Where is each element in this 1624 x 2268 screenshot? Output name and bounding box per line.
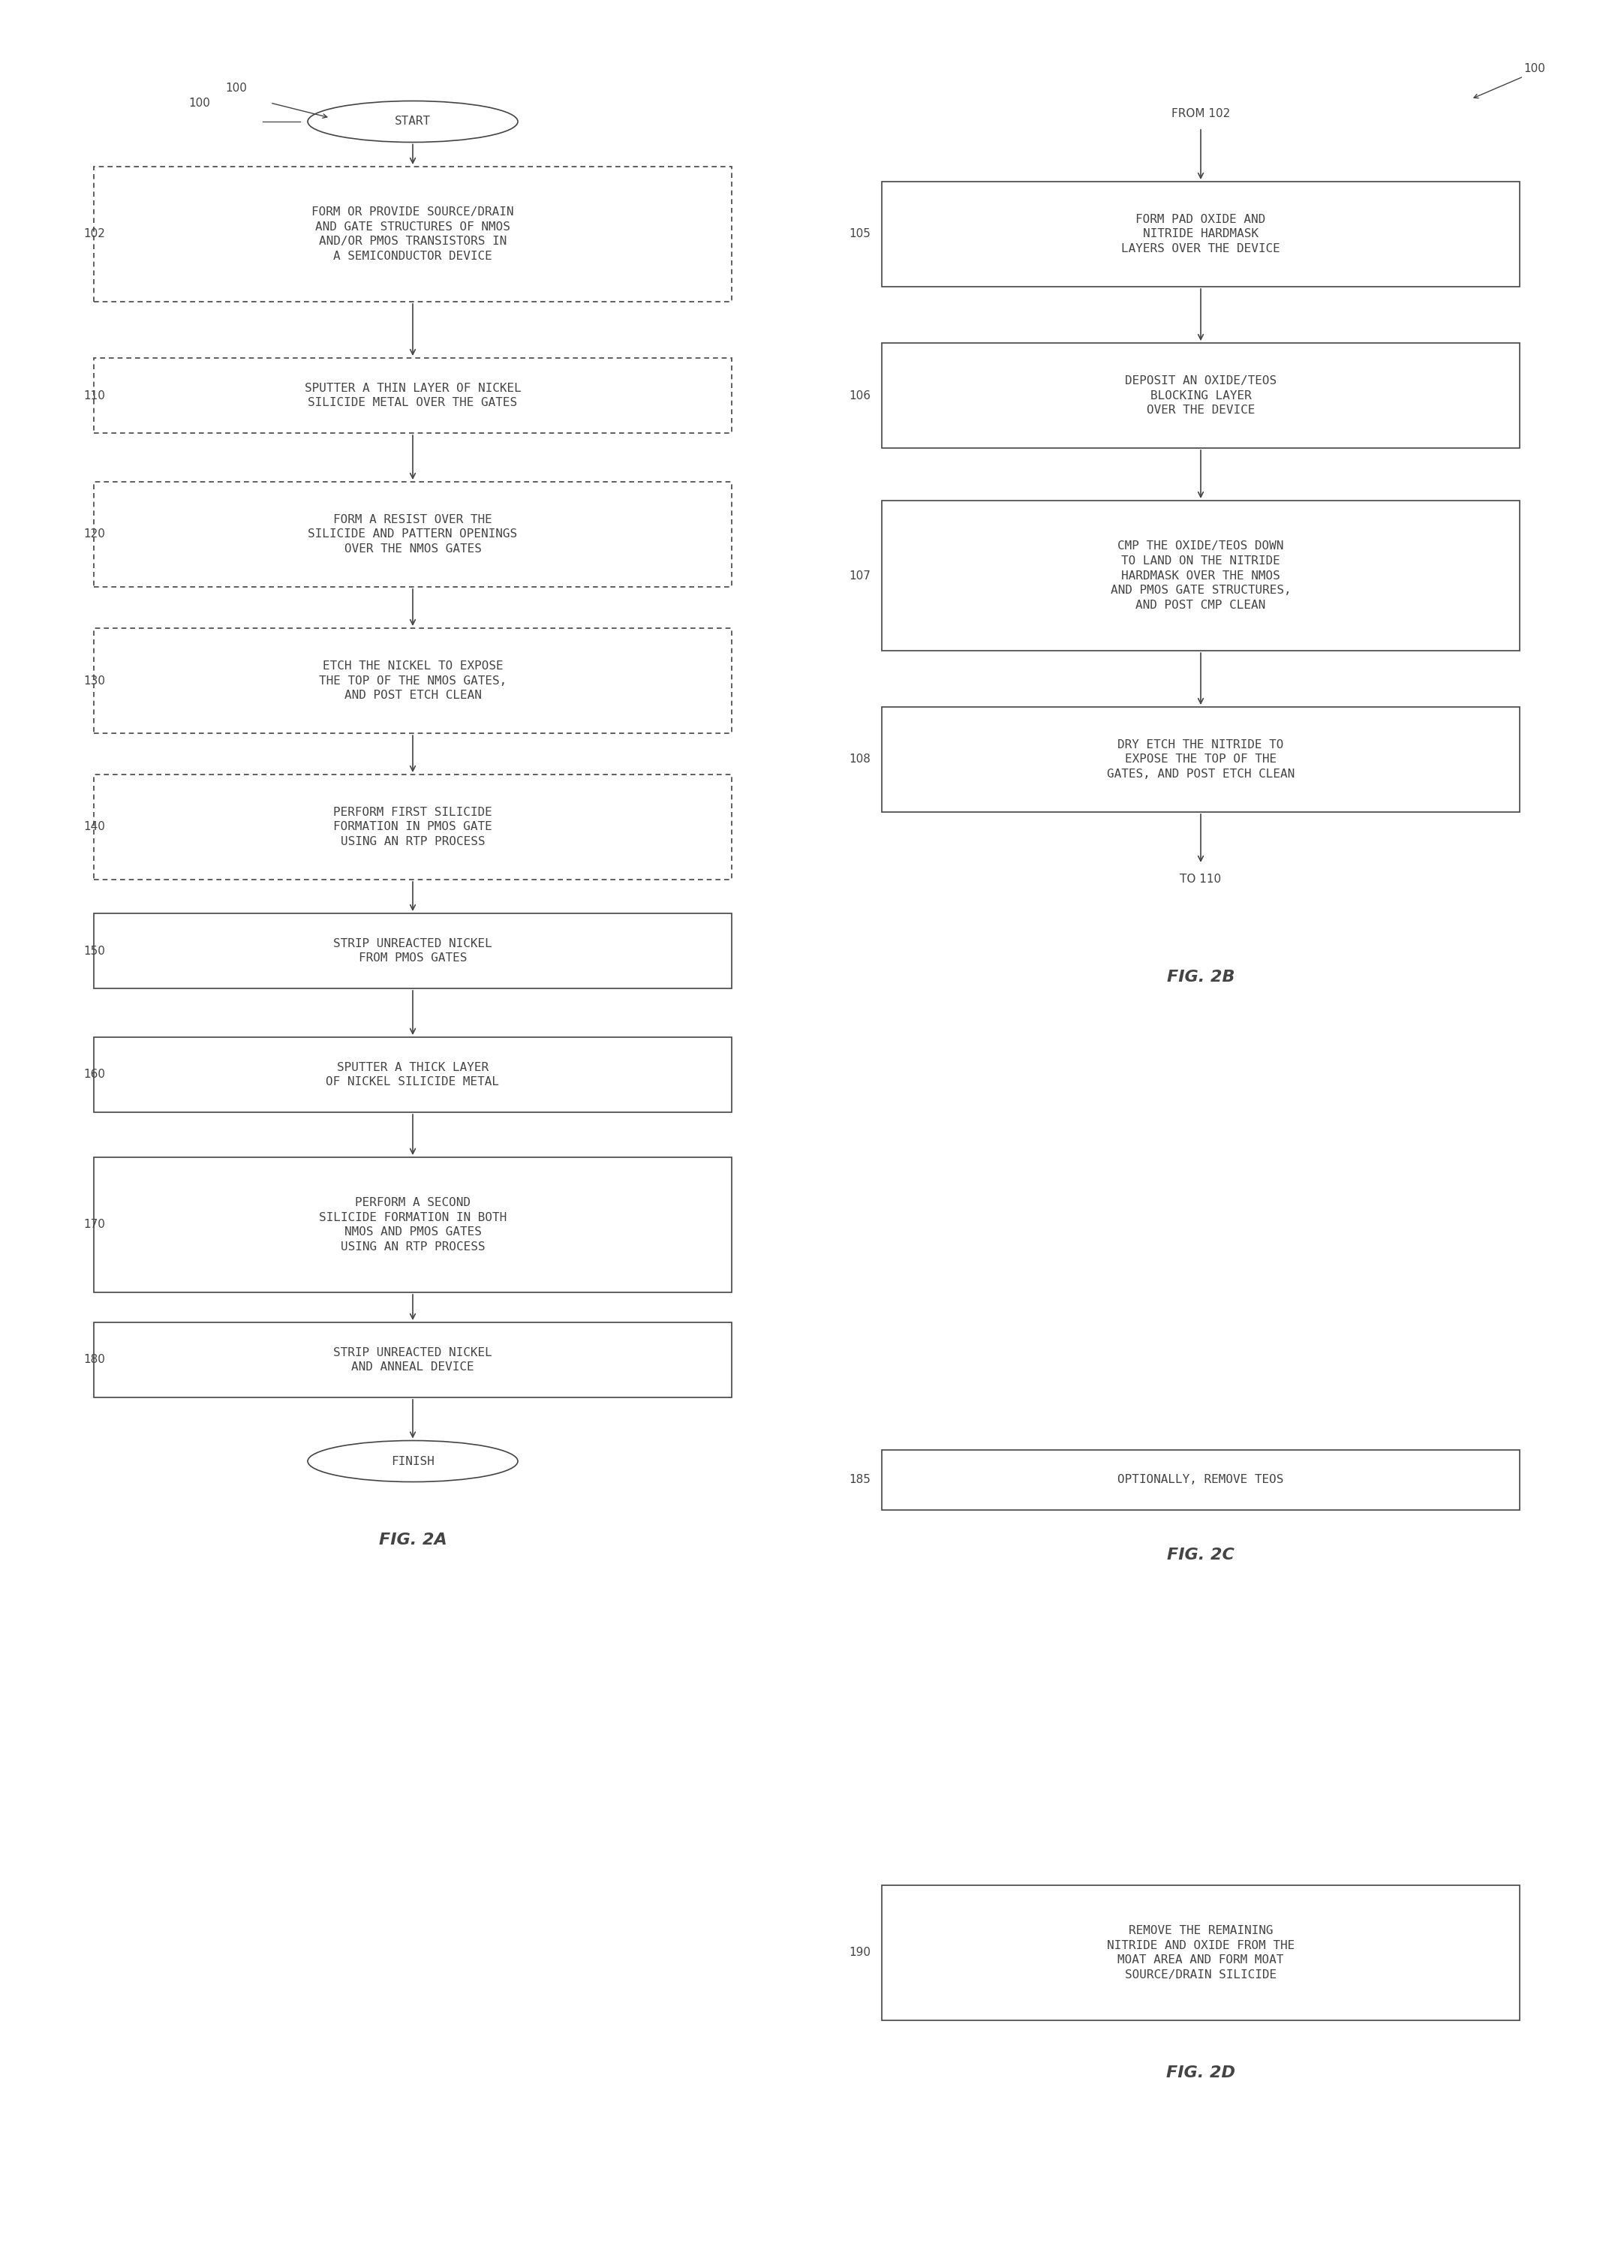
Text: FIG. 2A: FIG. 2A: [378, 1533, 447, 1547]
Ellipse shape: [307, 102, 518, 143]
Text: CMP THE OXIDE/TEOS DOWN
TO LAND ON THE NITRIDE
HARDMASK OVER THE NMOS
AND PMOS G: CMP THE OXIDE/TEOS DOWN TO LAND ON THE N…: [1111, 540, 1291, 610]
Text: FROM 102: FROM 102: [1171, 109, 1229, 120]
Text: 106: 106: [849, 390, 870, 401]
Bar: [94, 628, 732, 733]
Text: 160: 160: [83, 1068, 106, 1080]
Text: FORM PAD OXIDE AND
NITRIDE HARDMASK
LAYERS OVER THE DEVICE: FORM PAD OXIDE AND NITRIDE HARDMASK LAYE…: [1121, 213, 1280, 254]
Text: 180: 180: [83, 1354, 106, 1365]
Bar: [94, 166, 732, 302]
Text: SPUTTER A THICK LAYER
OF NICKEL SILICIDE METAL: SPUTTER A THICK LAYER OF NICKEL SILICIDE…: [326, 1061, 500, 1089]
Bar: [882, 501, 1520, 651]
Text: PERFORM FIRST SILICIDE
FORMATION IN PMOS GATE
USING AN RTP PROCESS: PERFORM FIRST SILICIDE FORMATION IN PMOS…: [333, 807, 492, 848]
Bar: [94, 1157, 732, 1293]
Text: 107: 107: [849, 569, 870, 581]
Text: 150: 150: [83, 946, 106, 957]
Text: 185: 185: [849, 1474, 870, 1486]
Bar: [882, 1885, 1520, 2021]
Text: ETCH THE NICKEL TO EXPOSE
THE TOP OF THE NMOS GATES,
AND POST ETCH CLEAN: ETCH THE NICKEL TO EXPOSE THE TOP OF THE…: [318, 660, 507, 701]
Text: 100: 100: [1523, 64, 1544, 75]
Text: FORM OR PROVIDE SOURCE/DRAIN
AND GATE STRUCTURES OF NMOS
AND/OR PMOS TRANSISTORS: FORM OR PROVIDE SOURCE/DRAIN AND GATE ST…: [312, 206, 513, 263]
Text: DRY ETCH THE NITRIDE TO
EXPOSE THE TOP OF THE
GATES, AND POST ETCH CLEAN: DRY ETCH THE NITRIDE TO EXPOSE THE TOP O…: [1108, 739, 1294, 780]
Text: 100: 100: [226, 82, 247, 93]
Text: FINISH: FINISH: [391, 1456, 435, 1467]
Text: REMOVE THE REMAINING
NITRIDE AND OXIDE FROM THE
MOAT AREA AND FORM MOAT
SOURCE/D: REMOVE THE REMAINING NITRIDE AND OXIDE F…: [1108, 1926, 1294, 1980]
Bar: [94, 1322, 732, 1397]
Bar: [94, 358, 732, 433]
Text: FIG. 2C: FIG. 2C: [1168, 1547, 1234, 1563]
Bar: [882, 708, 1520, 812]
Text: PERFORM A SECOND
SILICIDE FORMATION IN BOTH
NMOS AND PMOS GATES
USING AN RTP PRO: PERFORM A SECOND SILICIDE FORMATION IN B…: [318, 1198, 507, 1252]
Text: 105: 105: [849, 229, 870, 240]
Text: 120: 120: [83, 528, 106, 540]
Bar: [882, 181, 1520, 286]
Bar: [94, 481, 732, 587]
Text: 170: 170: [83, 1220, 106, 1232]
Text: OPTIONALLY, REMOVE TEOS: OPTIONALLY, REMOVE TEOS: [1117, 1474, 1285, 1486]
Bar: [882, 342, 1520, 449]
Text: 102: 102: [83, 229, 106, 240]
Text: START: START: [395, 116, 430, 127]
Bar: [94, 914, 732, 989]
Bar: [94, 773, 732, 880]
Text: FIG. 2D: FIG. 2D: [1166, 2066, 1236, 2080]
Text: DEPOSIT AN OXIDE/TEOS
BLOCKING LAYER
OVER THE DEVICE: DEPOSIT AN OXIDE/TEOS BLOCKING LAYER OVE…: [1125, 374, 1276, 415]
Text: STRIP UNREACTED NICKEL
FROM PMOS GATES: STRIP UNREACTED NICKEL FROM PMOS GATES: [333, 939, 492, 964]
Text: 110: 110: [83, 390, 106, 401]
Ellipse shape: [307, 1440, 518, 1481]
Text: 190: 190: [849, 1948, 870, 1960]
Text: 140: 140: [83, 821, 106, 832]
Text: FIG. 2B: FIG. 2B: [1166, 971, 1234, 984]
Bar: [882, 1449, 1520, 1510]
Text: TO 110: TO 110: [1181, 873, 1221, 885]
Text: 100: 100: [188, 98, 209, 109]
Bar: [94, 1036, 732, 1111]
Text: 130: 130: [83, 676, 106, 687]
Text: STRIP UNREACTED NICKEL
AND ANNEAL DEVICE: STRIP UNREACTED NICKEL AND ANNEAL DEVICE: [333, 1347, 492, 1372]
Text: 108: 108: [849, 753, 870, 764]
Text: FORM A RESIST OVER THE
SILICIDE AND PATTERN OPENINGS
OVER THE NMOS GATES: FORM A RESIST OVER THE SILICIDE AND PATT…: [309, 515, 518, 556]
Text: SPUTTER A THIN LAYER OF NICKEL
SILICIDE METAL OVER THE GATES: SPUTTER A THIN LAYER OF NICKEL SILICIDE …: [304, 383, 521, 408]
